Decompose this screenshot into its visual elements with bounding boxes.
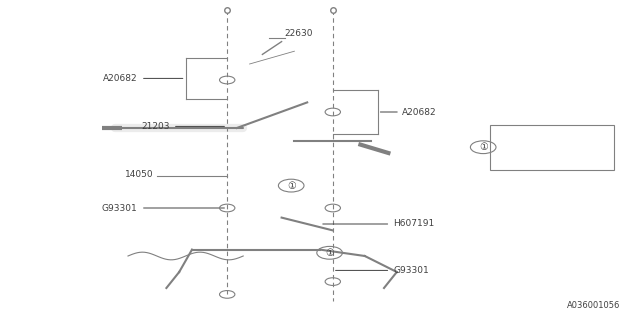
FancyBboxPatch shape [490,125,614,170]
Text: ①: ① [287,180,296,191]
Text: A20682: A20682 [103,74,138,83]
Text: A036001056: A036001056 [568,301,621,310]
Text: 22630: 22630 [285,29,314,38]
Text: G93301: G93301 [394,266,429,275]
Text: 14050: 14050 [125,170,154,179]
Text: ①: ① [325,248,334,258]
Text: 092313102(2 ): 092313102(2 ) [515,143,586,152]
Text: H607191: H607191 [394,220,435,228]
Text: A20682: A20682 [402,108,436,116]
Text: 21203: 21203 [141,122,170,131]
Text: G93301: G93301 [102,204,138,212]
Text: ①: ① [479,142,488,152]
